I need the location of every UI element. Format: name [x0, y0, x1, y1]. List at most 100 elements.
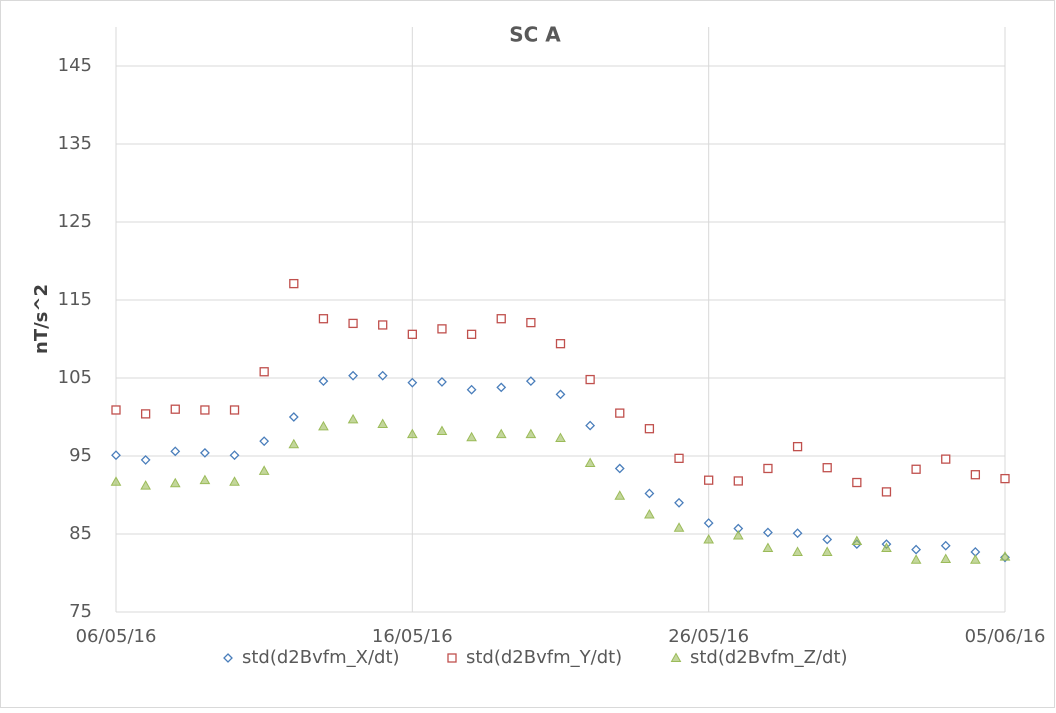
- marker: [881, 487, 892, 497]
- marker: [704, 475, 714, 485]
- marker: [200, 405, 210, 415]
- marker: [525, 376, 536, 387]
- marker: [822, 534, 833, 545]
- marker: [911, 544, 922, 555]
- legend-label: std(d2Bvfm_X/dt): [242, 647, 400, 668]
- y-tick-label: 75: [69, 601, 92, 622]
- marker: [644, 508, 655, 519]
- marker: [763, 527, 773, 538]
- marker: [169, 477, 181, 488]
- marker: [437, 324, 447, 334]
- marker: [999, 551, 1011, 561]
- marker: [644, 488, 655, 499]
- legend-label: std(d2Bvfm_Z/dt): [690, 647, 848, 668]
- marker: [525, 428, 537, 439]
- marker: [348, 370, 358, 381]
- y-tick-label: 115: [58, 289, 92, 310]
- marker: [378, 320, 388, 330]
- marker: [406, 428, 418, 439]
- marker: [526, 317, 536, 328]
- x-tick-label: 05/06/16: [965, 626, 1046, 647]
- y-tick-label: 135: [58, 133, 92, 154]
- marker: [111, 450, 121, 461]
- y-tick-label: 85: [69, 523, 92, 544]
- chart-title: SC A: [509, 23, 561, 47]
- y-tick-label: 145: [58, 55, 92, 76]
- marker: [496, 382, 507, 393]
- marker: [585, 420, 596, 431]
- marker: [584, 457, 596, 468]
- marker: [377, 370, 388, 381]
- marker: [347, 413, 359, 424]
- marker: [259, 367, 269, 377]
- x-tick-label: 26/05/16: [668, 626, 749, 647]
- marker: [229, 450, 240, 461]
- marker: [496, 314, 506, 324]
- marker: [436, 425, 448, 436]
- marker: [318, 314, 329, 324]
- marker: [763, 463, 773, 474]
- marker: [703, 518, 714, 528]
- marker: [555, 339, 566, 349]
- marker: [614, 490, 626, 500]
- marker: [733, 476, 743, 486]
- marker: [762, 542, 774, 553]
- marker: [259, 436, 270, 447]
- marker: [674, 453, 684, 463]
- marker: [792, 441, 803, 452]
- marker: [140, 409, 151, 419]
- marker: [615, 408, 625, 418]
- legend-marker: [670, 652, 682, 662]
- marker: [1000, 473, 1010, 484]
- y-tick-label: 95: [69, 445, 92, 466]
- marker: [910, 554, 922, 564]
- marker: [110, 476, 122, 486]
- marker: [970, 554, 981, 564]
- marker: [288, 412, 299, 422]
- legend-marker: [223, 653, 233, 663]
- x-tick-label: 06/05/16: [76, 626, 157, 647]
- marker: [258, 465, 270, 475]
- marker: [466, 329, 477, 339]
- marker: [644, 424, 655, 434]
- marker: [970, 470, 981, 480]
- marker: [614, 463, 625, 474]
- marker: [377, 418, 389, 429]
- marker: [732, 530, 744, 540]
- marker: [170, 404, 180, 414]
- marker: [585, 374, 595, 385]
- marker: [674, 497, 684, 508]
- marker: [229, 405, 240, 415]
- marker: [555, 432, 566, 443]
- legend-marker: [447, 653, 457, 663]
- marker: [288, 438, 300, 449]
- marker: [407, 377, 418, 388]
- marker: [940, 540, 951, 551]
- marker: [318, 376, 329, 387]
- marker: [348, 318, 358, 329]
- marker: [881, 542, 892, 553]
- marker: [851, 535, 863, 546]
- y-axis-label: nT/s^2: [31, 284, 52, 354]
- marker: [911, 464, 921, 474]
- marker: [140, 454, 151, 465]
- marker: [821, 546, 833, 556]
- marker: [111, 405, 121, 415]
- marker: [199, 447, 210, 458]
- marker: [940, 553, 952, 563]
- marker: [495, 428, 507, 439]
- marker: [437, 376, 447, 387]
- marker: [407, 329, 417, 339]
- marker: [140, 480, 151, 490]
- marker: [318, 420, 329, 431]
- marker: [199, 474, 211, 485]
- x-tick-label: 16/05/16: [372, 626, 453, 647]
- y-tick-label: 105: [58, 367, 92, 388]
- marker: [941, 454, 951, 464]
- marker: [792, 546, 803, 556]
- marker: [555, 389, 566, 400]
- marker: [792, 528, 803, 539]
- marker: [703, 533, 715, 544]
